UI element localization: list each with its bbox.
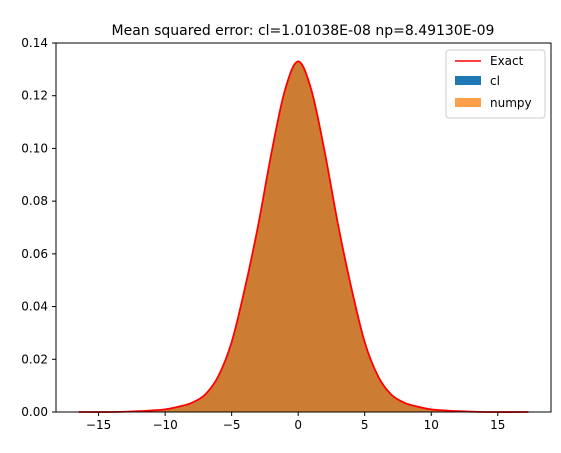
legend: Exact cl numpy [445, 49, 546, 119]
y-axis: 0.00 0.02 0.04 0.06 0.08 0.10 0.12 0.14 [21, 36, 56, 419]
x-tick-label-4: 5 [361, 418, 369, 432]
y-tick-label-2: 0.04 [21, 300, 48, 314]
x-tick-label-2: −5 [223, 418, 241, 432]
x-tick-label-6: 15 [490, 418, 505, 432]
y-tick-label-6: 0.12 [21, 89, 48, 103]
series-exact-line [78, 60, 529, 413]
legend-cl-swatch [455, 76, 481, 85]
x-tick-label-1: −10 [152, 418, 177, 432]
x-axis: −15 −10 −5 0 5 10 15 [86, 412, 505, 432]
chart-title: Mean squared error: cl=1.01038E-08 np=8.… [112, 23, 495, 39]
plot-frame [55, 42, 552, 413]
legend-numpy-swatch [455, 98, 481, 107]
y-tick-label-3: 0.06 [21, 247, 48, 261]
y-tick-label-4: 0.08 [21, 194, 48, 208]
legend-cl-label: cl [490, 74, 500, 88]
x-tick-label-3: 0 [294, 418, 302, 432]
y-tick-label-0: 0.00 [21, 405, 48, 419]
x-tick-label-0: −15 [86, 418, 111, 432]
x-tick-label-5: 10 [424, 418, 439, 432]
areas-layer [78, 61, 529, 413]
y-tick-label-7: 0.14 [21, 36, 48, 50]
legend-exact-label: Exact [490, 54, 524, 68]
line-layer [78, 60, 529, 413]
y-tick-label-5: 0.10 [21, 141, 48, 155]
area-numpy [78, 61, 529, 413]
y-tick-label-1: 0.02 [21, 352, 48, 366]
legend-numpy-label: numpy [490, 96, 532, 110]
